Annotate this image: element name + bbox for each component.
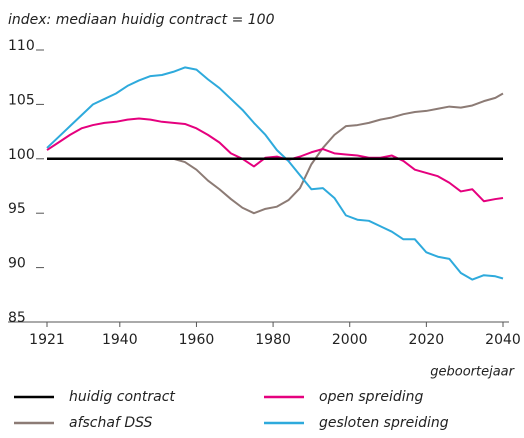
x-tick-label: 2000	[332, 332, 368, 348]
legend-label: gesloten spreiding	[319, 415, 449, 431]
series-line	[46, 117, 504, 203]
y-tick-label: 85	[8, 310, 26, 326]
x-tick-label: 1921	[29, 332, 65, 348]
legend-label: afschaf DSS	[69, 415, 152, 431]
y-tick-label: 110	[8, 38, 35, 54]
x-tick-label: 1940	[102, 332, 138, 348]
y-tick-label: 95	[8, 201, 26, 217]
series-line	[46, 66, 504, 281]
y-axis-label: index: mediaan huidig contract = 100	[8, 12, 275, 28]
legend-label: huidig contract	[69, 389, 175, 405]
y-tick-label: 90	[8, 256, 26, 272]
x-tick-label: 2020	[409, 332, 445, 348]
y-tick-label: 105	[8, 92, 35, 108]
x-tick-label: 2040	[485, 332, 521, 348]
series-line	[47, 92, 504, 215]
x-axis-label: geboortejaar	[430, 365, 515, 380]
x-tick-label: 1960	[179, 332, 215, 348]
x-tick-label: 1980	[255, 332, 291, 348]
y-tick-label: 100	[8, 147, 35, 163]
legend-label: open spreiding	[319, 389, 423, 405]
